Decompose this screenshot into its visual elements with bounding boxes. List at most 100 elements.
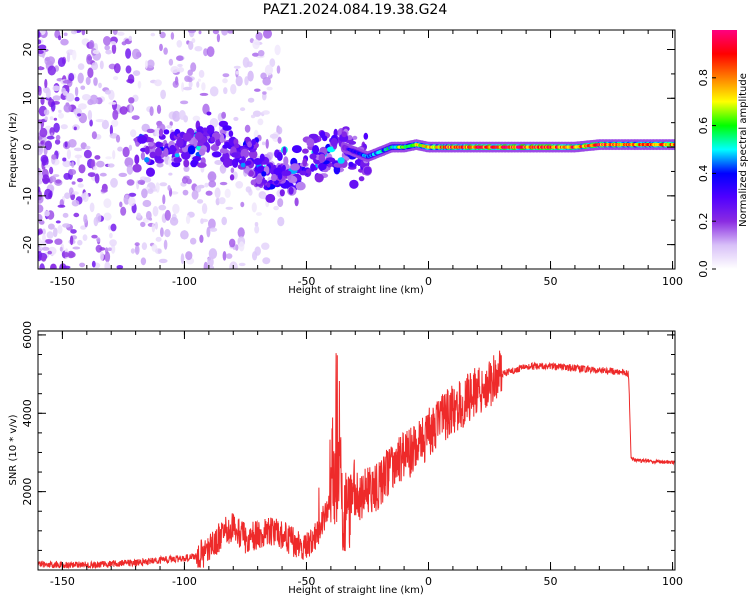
spectral-blob <box>163 129 170 135</box>
spectral-blob <box>155 141 162 148</box>
noise-speck <box>234 244 239 251</box>
noise-speck <box>38 136 43 140</box>
spectral-blob <box>279 189 285 197</box>
noise-speck <box>80 85 86 90</box>
noise-speck <box>54 139 61 145</box>
noise-speck <box>221 216 227 226</box>
noise-speck <box>43 109 50 116</box>
noise-speck <box>134 244 140 255</box>
spectral-blob <box>192 155 202 162</box>
noise-speck <box>103 212 112 221</box>
spectral-blob <box>234 143 240 149</box>
noise-speck <box>42 228 46 236</box>
noise-speck <box>109 133 119 139</box>
noise-speck <box>57 204 66 208</box>
noise-speck <box>111 100 118 111</box>
noise-speck <box>89 202 95 213</box>
noise-speck <box>176 55 184 61</box>
noise-speck <box>137 179 146 185</box>
spectral-blob <box>140 151 145 161</box>
spectral-blob <box>154 155 162 162</box>
noise-speck <box>58 109 62 113</box>
noise-speck <box>49 190 53 198</box>
noise-speck <box>44 116 48 121</box>
noise-speck <box>197 78 201 82</box>
noise-speck <box>273 205 279 211</box>
noise-speck <box>100 188 108 193</box>
noise-speck <box>99 60 104 70</box>
noise-speck <box>182 189 189 196</box>
noise-speck <box>57 224 63 234</box>
noise-speck <box>55 220 61 224</box>
colorbar-tick-label: 0.6 <box>697 117 710 135</box>
noise-speck <box>180 253 185 265</box>
noise-speck <box>227 30 234 34</box>
noise-speck <box>156 162 164 168</box>
noise-speck <box>256 212 262 216</box>
noise-speck <box>96 160 105 168</box>
noise-speck <box>235 181 244 189</box>
colorbar-gradient <box>712 30 737 269</box>
noise-speck <box>141 242 148 251</box>
noise-speck <box>74 96 80 102</box>
noise-speck <box>222 78 228 84</box>
spectral-blob <box>169 144 176 155</box>
spectral-blob <box>222 152 230 160</box>
spectral-blob <box>302 148 309 154</box>
y-tick-label: 10 <box>21 91 34 105</box>
noise-speck <box>191 190 199 200</box>
noise-speck <box>61 87 66 94</box>
noise-speck <box>145 210 152 220</box>
noise-speck <box>140 257 147 266</box>
noise-speck <box>76 156 80 167</box>
noise-speck <box>72 246 81 250</box>
noise-speck <box>158 258 168 264</box>
colorbar-tick-label: 0.8 <box>697 69 710 87</box>
noise-speck <box>39 127 48 138</box>
noise-speck <box>59 246 63 252</box>
noise-speck <box>125 48 132 59</box>
noise-speck <box>130 248 135 254</box>
spectral-blob <box>144 157 150 163</box>
noise-speck <box>214 160 223 165</box>
noise-speck <box>103 36 111 46</box>
noise-speck <box>53 227 58 238</box>
x-tick-label: -50 <box>297 275 315 288</box>
noise-speck <box>87 110 93 121</box>
noise-speck <box>99 172 107 177</box>
spectral-blob <box>231 152 239 158</box>
noise-speck <box>274 44 281 56</box>
x-tick-label: 0 <box>425 275 432 288</box>
x-tick-label: -50 <box>297 575 315 588</box>
noise-speck <box>62 212 69 218</box>
noise-speck <box>147 188 154 194</box>
noise-speck <box>117 31 125 36</box>
noise-speck <box>107 163 115 168</box>
noise-speck <box>164 229 171 238</box>
noise-speck <box>221 111 227 119</box>
noise-speck <box>264 64 273 76</box>
spectral-blob <box>229 174 235 181</box>
spectral-blob <box>281 164 286 172</box>
noise-speck <box>113 76 119 81</box>
x-tick-label: -100 <box>172 575 197 588</box>
x-tick-label: 100 <box>662 575 683 588</box>
noise-speck <box>93 166 97 171</box>
noise-speck <box>62 265 71 269</box>
noise-speck <box>72 49 77 61</box>
noise-speck <box>224 188 231 198</box>
spectral-blob <box>155 147 162 157</box>
noise-speck <box>81 30 86 36</box>
noise-speck <box>207 256 214 268</box>
noise-speck <box>69 235 74 246</box>
noise-speck <box>230 84 237 95</box>
noise-speck <box>77 113 82 117</box>
spectral-blob <box>319 131 326 139</box>
noise-speck <box>163 47 168 55</box>
noise-speck <box>77 239 83 246</box>
noise-speck <box>127 74 135 84</box>
noise-speck <box>218 197 226 205</box>
noise-speck <box>52 174 60 178</box>
noise-speck <box>54 238 63 245</box>
spectral-blob <box>295 181 306 191</box>
